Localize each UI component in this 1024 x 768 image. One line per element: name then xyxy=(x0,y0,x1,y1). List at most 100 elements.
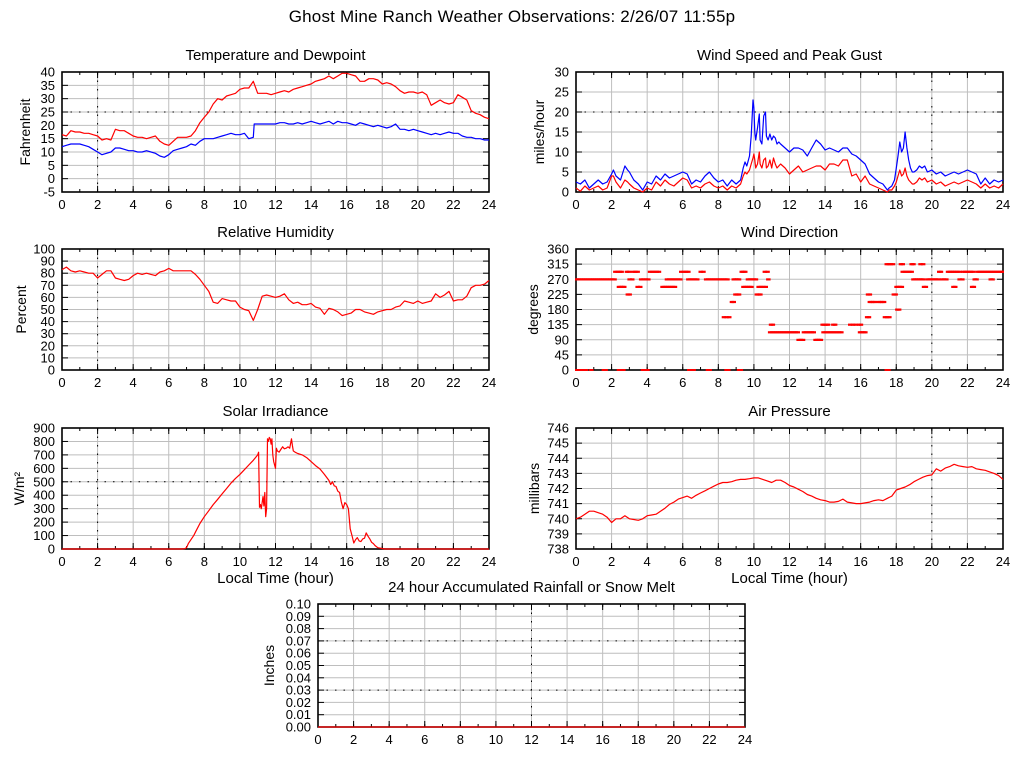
y-tick-label: 20 xyxy=(41,118,55,133)
y-tick-label: 40 xyxy=(41,314,55,329)
x-tick-label: 8 xyxy=(201,375,208,390)
series-solar-irradiance xyxy=(62,436,489,550)
y-tick-label: 0 xyxy=(48,171,55,186)
x-tick-label: 12 xyxy=(268,554,282,569)
x-tick-label: 4 xyxy=(130,197,137,212)
y-tick-label: 40 xyxy=(41,65,55,80)
x-axis-label: Local Time (hour) xyxy=(731,570,848,587)
grid xyxy=(575,427,1004,550)
y-tick-label: 744 xyxy=(547,451,569,466)
x-tick-label: 24 xyxy=(996,554,1010,569)
x-tick-label: 6 xyxy=(165,554,172,569)
y-tick-label: 180 xyxy=(547,302,569,317)
x-tick-label: 22 xyxy=(446,375,460,390)
chart-title: Wind Speed and Peak Gust xyxy=(697,47,883,64)
x-tick-label: 6 xyxy=(679,197,686,212)
x-tick-label: 22 xyxy=(702,732,716,747)
y-tick-label: 600 xyxy=(33,461,55,476)
grid xyxy=(575,248,1004,371)
x-tick-label: 24 xyxy=(996,197,1010,212)
x-tick-label: 10 xyxy=(233,197,247,212)
x-tick-label: 16 xyxy=(339,197,353,212)
y-axis-label: Inches xyxy=(261,645,277,686)
x-tick-label: 0 xyxy=(572,375,579,390)
y-tick-label: 0.06 xyxy=(286,646,311,661)
y-tick-label: 0.07 xyxy=(286,633,311,648)
x-tick-label: 14 xyxy=(818,375,832,390)
x-tick-label: 20 xyxy=(667,732,681,747)
x-tick-label: 24 xyxy=(482,197,496,212)
series-air-pressure xyxy=(575,463,1004,524)
x-tick-label: 4 xyxy=(644,375,651,390)
x-tick-label: 0 xyxy=(58,554,65,569)
x-tick-label: 2 xyxy=(94,197,101,212)
x-tick-label: 10 xyxy=(747,375,761,390)
chart-title: Relative Humidity xyxy=(217,224,334,241)
y-tick-label: 30 xyxy=(555,65,569,80)
y-tick-label: 270 xyxy=(547,272,569,287)
x-tick-label: 16 xyxy=(853,375,867,390)
series-wind-speed xyxy=(575,151,1004,193)
y-tick-label: 746 xyxy=(547,421,569,436)
y-tick-label: 741 xyxy=(547,496,569,511)
x-tick-label: 24 xyxy=(738,732,752,747)
x-tick-label: 4 xyxy=(644,554,651,569)
chart-title: Wind Direction xyxy=(741,224,839,241)
y-tick-label: 10 xyxy=(41,145,55,160)
x-tick-label: 20 xyxy=(411,197,425,212)
y-tick-label: 0 xyxy=(562,363,569,378)
y-tick-label: -5 xyxy=(43,185,55,200)
y-tick-label: 225 xyxy=(547,287,569,302)
x-tick-label: 22 xyxy=(960,554,974,569)
x-tick-label: 16 xyxy=(339,375,353,390)
x-tick-label: 0 xyxy=(58,375,65,390)
chart-title: 24 hour Accumulated Rainfall or Snow Mel… xyxy=(388,579,676,596)
x-axis-label: Local Time (hour) xyxy=(217,570,334,587)
x-tick-label: 22 xyxy=(446,554,460,569)
y-tick-label: 60 xyxy=(41,290,55,305)
x-tick-label: 2 xyxy=(350,732,357,747)
plot-frame xyxy=(575,248,1004,371)
y-tick-label: 70 xyxy=(41,278,55,293)
chart-title: Air Pressure xyxy=(748,403,831,420)
chart-temperature: Temperature and Dewpoint-505101520253035… xyxy=(17,47,496,212)
x-tick-label: 18 xyxy=(889,375,903,390)
dotted-gridlines xyxy=(62,72,489,192)
y-tick-label: 738 xyxy=(547,542,569,557)
y-tick-label: 10 xyxy=(41,350,55,365)
y-tick-label: 30 xyxy=(41,91,55,106)
y-tick-label: 800 xyxy=(33,434,55,449)
x-tick-label: 18 xyxy=(631,732,645,747)
y-tick-label: 15 xyxy=(41,131,55,146)
x-tick-label: 18 xyxy=(375,375,389,390)
y-tick-label: 200 xyxy=(33,515,55,530)
y-axis-label: W/m² xyxy=(11,471,27,505)
y-tick-label: 0.05 xyxy=(286,658,311,673)
y-tick-label: 0.04 xyxy=(286,670,311,685)
y-tick-label: 50 xyxy=(41,302,55,317)
y-tick-label: 739 xyxy=(547,526,569,541)
x-tick-label: 18 xyxy=(889,554,903,569)
y-tick-label: 500 xyxy=(33,474,55,489)
x-tick-label: 6 xyxy=(421,732,428,747)
x-tick-label: 10 xyxy=(489,732,503,747)
x-tick-label: 10 xyxy=(233,375,247,390)
page-title: Ghost Mine Ranch Weather Observations: 2… xyxy=(288,7,736,26)
y-tick-label: 743 xyxy=(547,466,569,481)
x-tick-label: 24 xyxy=(482,554,496,569)
x-tick-label: 12 xyxy=(782,375,796,390)
x-tick-label: 2 xyxy=(608,197,615,212)
y-tick-label: 360 xyxy=(547,242,569,257)
x-tick-label: 2 xyxy=(608,375,615,390)
x-tick-label: 14 xyxy=(818,197,832,212)
x-tick-label: 8 xyxy=(715,554,722,569)
y-tick-label: 90 xyxy=(555,332,569,347)
chart-rainfall: 24 hour Accumulated Rainfall or Snow Mel… xyxy=(261,579,752,747)
y-tick-label: 0.03 xyxy=(286,683,311,698)
x-tick-label: 4 xyxy=(644,197,651,212)
y-tick-label: 0.10 xyxy=(286,597,311,612)
x-tick-label: 8 xyxy=(201,554,208,569)
y-tick-label: 10 xyxy=(555,145,569,160)
